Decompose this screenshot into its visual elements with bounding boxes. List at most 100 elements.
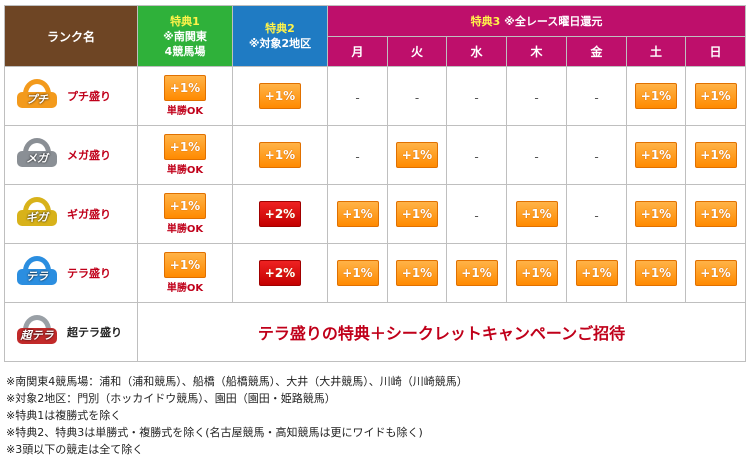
tokuten1-sub: 単勝OK bbox=[166, 224, 204, 235]
header-tokuten1-line2: 4競馬場 bbox=[164, 44, 206, 58]
table-row-puchi: プチ プチ盛り +1% 単勝OK +1% - - - - - +1% +1% bbox=[4, 66, 746, 126]
day-cell-tue: +1% bbox=[387, 184, 447, 244]
day-bonus-badge: +1% bbox=[396, 201, 438, 227]
table-row-super-tera: 超テラ 超テラ盛り テラ盛りの特典＋シークレットキャンペーンご招待 bbox=[4, 302, 746, 362]
tokuten1-cell: +1% 単勝OK bbox=[137, 125, 233, 185]
no-bonus-dash: - bbox=[534, 90, 539, 105]
tokuten2-badge: +2% bbox=[259, 260, 301, 286]
day-bonus-badge: +1% bbox=[635, 260, 677, 286]
rank-icon-label: ギガ bbox=[17, 210, 57, 226]
rank-cell: 超テラ 超テラ盛り bbox=[4, 302, 138, 362]
day-cell-thu: - bbox=[506, 125, 567, 185]
day-cell-fri: - bbox=[566, 125, 627, 185]
day-bonus-badge: +1% bbox=[396, 260, 438, 286]
header-day-wed: 水 bbox=[446, 36, 507, 67]
tokuten2-badge: +1% bbox=[259, 142, 301, 168]
tokuten1-badge: +1% bbox=[164, 75, 206, 101]
header-day-sat: 土 bbox=[626, 36, 686, 67]
day-bonus-badge: +1% bbox=[515, 260, 558, 286]
day-cell-fri: - bbox=[566, 184, 627, 244]
tokuten2-cell: +2% bbox=[232, 243, 328, 303]
table-row-tera: テラ テラ盛り +1% 単勝OK +2% +1% +1% +1% +1% +1% +1% +1% bbox=[4, 243, 746, 303]
rank-icon-label: テラ bbox=[17, 269, 57, 285]
note-item: ※対象2地区：門別（ホッカイドウ競馬）、園田（園田・姫路競馬） bbox=[6, 392, 336, 405]
no-bonus-dash: - bbox=[474, 208, 479, 223]
header-tokuten1-title: 特典1 bbox=[170, 14, 200, 28]
day-cell-mon: - bbox=[327, 125, 388, 185]
day-cell-wed: - bbox=[446, 66, 507, 126]
rank-icon-label: プチ bbox=[17, 92, 57, 108]
day-cell-sun: +1% bbox=[685, 66, 746, 126]
header-tokuten3-title: 特典3 bbox=[470, 15, 501, 28]
note-item: ※南関東4競馬場：浦和（浦和競馬）、船橋（船橋競馬）、大井（大井競馬）、川崎（川… bbox=[6, 375, 468, 388]
tokuten1-badge: +1% bbox=[164, 193, 206, 219]
header-day-fri: 金 bbox=[566, 36, 627, 67]
giga-rank-icon: ギガ bbox=[17, 197, 57, 231]
rank-label: テラ盛り bbox=[67, 267, 111, 280]
day-cell-tue: +1% bbox=[387, 243, 447, 303]
day-bonus-badge: +1% bbox=[635, 142, 677, 168]
super-tera-promo-cell: テラ盛りの特典＋シークレットキャンペーンご招待 bbox=[137, 302, 746, 362]
day-bonus-badge: +1% bbox=[694, 260, 737, 286]
day-cell-wed: - bbox=[446, 125, 507, 185]
tokuten1-cell: +1% 単勝OK bbox=[137, 243, 233, 303]
rank-label: ギガ盛り bbox=[67, 208, 111, 221]
day-cell-wed: +1% bbox=[446, 243, 507, 303]
table-row-mega: メガ メガ盛り +1% 単勝OK +1% - +1% - - - +1% +1% bbox=[4, 125, 746, 185]
day-cell-mon: - bbox=[327, 66, 388, 126]
day-cell-tue: +1% bbox=[387, 125, 447, 185]
rank-cell: テラ テラ盛り bbox=[4, 243, 138, 303]
day-cell-sat: +1% bbox=[626, 66, 686, 126]
header-tokuten2: 特典2 ※対象2地区 bbox=[232, 5, 328, 67]
no-bonus-dash: - bbox=[594, 90, 599, 105]
day-cell-fri: +1% bbox=[566, 243, 627, 303]
day-bonus-badge: +1% bbox=[575, 260, 618, 286]
day-cell-mon: +1% bbox=[327, 184, 388, 244]
rank-cell: ギガ ギガ盛り bbox=[4, 184, 138, 244]
notes: ※南関東4競馬場：浦和（浦和競馬）、船橋（船橋競馬）、大井（大井競馬）、川崎（川… bbox=[6, 373, 468, 458]
day-cell-thu: - bbox=[506, 66, 567, 126]
tokuten2-cell: +2% bbox=[232, 184, 328, 244]
header-day-thu: 木 bbox=[506, 36, 567, 67]
day-cell-thu: +1% bbox=[506, 184, 567, 244]
super-tera-promo: テラ盛りの特典＋シークレットキャンペーンご招待 bbox=[257, 324, 626, 343]
no-bonus-dash: - bbox=[414, 90, 420, 105]
rank-benefits-table: ランク名 特典1 ※南関東 4競馬場 特典2 ※対象2地区 特典3 ※全レース曜… bbox=[4, 5, 746, 362]
day-bonus-badge: +1% bbox=[694, 201, 737, 227]
day-cell-fri: - bbox=[566, 66, 627, 126]
header-day-sun: 日 bbox=[685, 36, 746, 67]
no-bonus-dash: - bbox=[474, 149, 479, 164]
tokuten2-cell: +1% bbox=[232, 66, 328, 126]
puchi-rank-icon: プチ bbox=[17, 79, 57, 113]
note-item: ※3頭以下の競走は全て除く bbox=[6, 443, 144, 456]
rank-icon-label: 超テラ bbox=[17, 328, 57, 344]
tokuten1-sub: 単勝OK bbox=[166, 165, 204, 176]
day-cell-sat: +1% bbox=[626, 184, 686, 244]
header-tokuten3: 特典3 ※全レース曜日還元 bbox=[327, 5, 746, 37]
header-tokuten1-line1: ※南関東 bbox=[163, 29, 207, 43]
tokuten1-sub: 単勝OK bbox=[166, 283, 204, 294]
header-day-mon: 月 bbox=[327, 36, 388, 67]
header-rank-name: ランク名 bbox=[4, 5, 138, 67]
day-bonus-badge: +1% bbox=[635, 201, 677, 227]
tokuten1-cell: +1% 単勝OK bbox=[137, 184, 233, 244]
tokuten2-cell: +1% bbox=[232, 125, 328, 185]
header-tokuten2-title: 特典2 bbox=[265, 22, 295, 35]
day-bonus-badge: +1% bbox=[396, 142, 438, 168]
no-bonus-dash: - bbox=[355, 149, 360, 164]
tokuten1-badge: +1% bbox=[164, 134, 206, 160]
table-row-giga: ギガ ギガ盛り +1% 単勝OK +2% +1% +1% - +1% - +1% +1% bbox=[4, 184, 746, 244]
tokuten1-sub: 単勝OK bbox=[166, 106, 204, 117]
rank-cell: メガ メガ盛り bbox=[4, 125, 138, 185]
day-cell-sun: +1% bbox=[685, 125, 746, 185]
no-bonus-dash: - bbox=[534, 149, 539, 164]
tokuten2-badge: +2% bbox=[259, 201, 301, 227]
rank-cell: プチ プチ盛り bbox=[4, 66, 138, 126]
day-cell-thu: +1% bbox=[506, 243, 567, 303]
day-cell-sun: +1% bbox=[685, 243, 746, 303]
day-bonus-badge: +1% bbox=[515, 201, 558, 227]
rank-label: メガ盛り bbox=[67, 149, 111, 162]
day-cell-tue: - bbox=[387, 66, 447, 126]
rank-label: 超テラ盛り bbox=[67, 326, 122, 339]
